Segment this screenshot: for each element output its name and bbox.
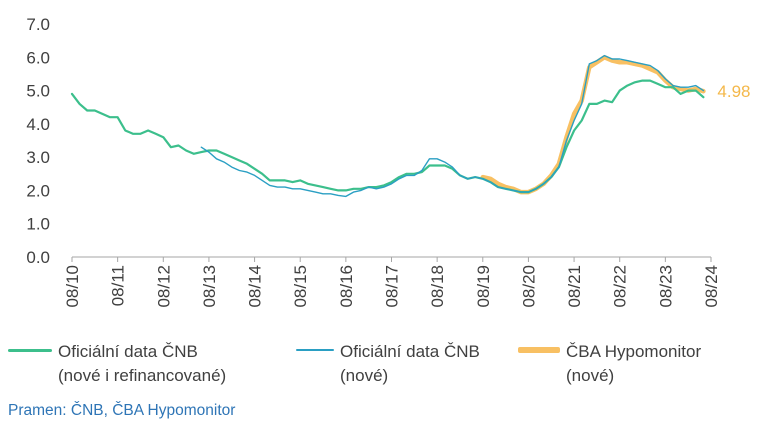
series-line-cba	[480, 55, 706, 195]
legend-item-cba: ČBA Hypomonitor (nové)	[518, 340, 701, 388]
x-axis: 08/10 08/11 08/12 08/13 08/14 08/15 08/16 08/17…	[63, 256, 721, 308]
x-tick-label: 08/13	[200, 265, 219, 308]
x-tick-label: 08/11	[109, 265, 128, 306]
legend-swatch-cnb-new	[296, 349, 334, 351]
x-tick-label: 08/22	[611, 265, 630, 308]
y-tick-label: 7.0	[26, 15, 50, 34]
x-tick-label: 08/14	[246, 265, 265, 308]
y-tick-label: 1.0	[26, 215, 50, 234]
x-tick-label: 08/15	[291, 265, 310, 308]
x-tick-label: 08/19	[474, 265, 493, 308]
y-tick-label: 6.0	[26, 48, 50, 67]
legend-swatch-cba	[518, 347, 560, 353]
x-tick-label: 08/12	[154, 265, 173, 308]
series-line-cnb-all	[70, 79, 705, 194]
x-tick-label: 08/23	[656, 265, 675, 308]
legend-label-cnb-all: Oficiální data ČNB (nové i refinancované…	[58, 342, 227, 385]
legend-item-cnb-all: Oficiální data ČNB (nové i refinancované…	[8, 340, 226, 388]
legend: Oficiální data ČNB (nové i refinancované…	[8, 340, 768, 396]
x-tick-label: 08/16	[337, 265, 356, 308]
y-tick-label: 3.0	[26, 148, 50, 167]
source-note: Pramen: ČNB, ČBA Hypomonitor	[8, 402, 236, 419]
y-tick-label: 0.0	[26, 248, 50, 267]
legend-label-cba: ČBA Hypomonitor (nové)	[566, 342, 702, 385]
annotation-layer: 4.98	[717, 82, 750, 101]
legend-item-cnb-new: Oficiální data ČNB (nové)	[296, 340, 480, 388]
x-tick-label: 08/18	[428, 265, 447, 308]
x-tick-label: 08/10	[63, 265, 82, 308]
x-tick-label: 08/20	[519, 265, 538, 308]
series-layer	[70, 54, 706, 198]
x-tick-label: 08/17	[383, 265, 402, 308]
legend-label-cnb-new: Oficiální data ČNB (nové)	[340, 342, 480, 385]
y-tick-label: 2.0	[26, 181, 50, 200]
x-tick-label: 08/24	[702, 265, 721, 308]
legend-swatch-cnb-all	[8, 349, 52, 352]
y-axis: 0.0 1.0 2.0 3.0 4.0 5.0 6.0 7.0	[26, 15, 50, 267]
x-tick-label: 08/21	[565, 265, 584, 308]
end-value-label: 4.98	[717, 82, 750, 101]
line-chart: 0.0 1.0 2.0 3.0 4.0 5.0 6.0 7.0 08/10 08/11 08/12…	[26, 15, 750, 308]
series-line-cnb-new	[200, 54, 705, 198]
y-tick-label: 5.0	[26, 82, 50, 101]
y-tick-label: 4.0	[26, 115, 50, 134]
